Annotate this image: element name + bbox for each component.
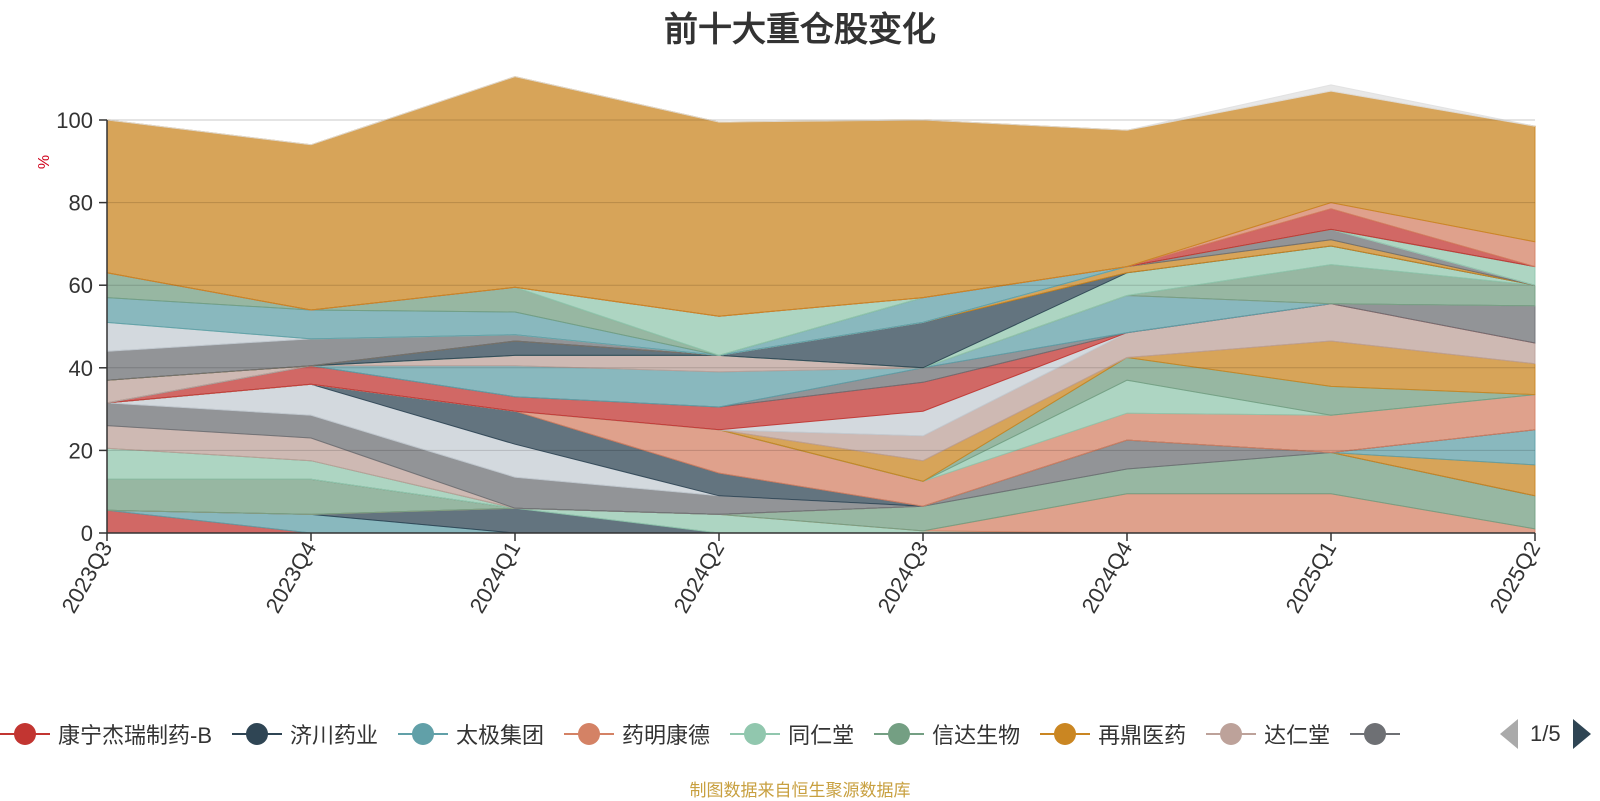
legend-marker-icon — [874, 722, 925, 746]
x-tick-label: 2024Q1 — [465, 537, 526, 617]
legend-item[interactable] — [1350, 722, 1408, 746]
legend-item[interactable]: 达仁堂 — [1206, 718, 1330, 750]
legend-marker-icon — [730, 722, 781, 746]
legend-item[interactable]: 康宁杰瑞制药-B — [0, 718, 212, 750]
x-tick-label: 2025Q2 — [1485, 537, 1546, 617]
legend-marker-icon — [232, 722, 283, 746]
x-tick-label: 2023Q3 — [57, 537, 118, 617]
x-tick-label: 2024Q2 — [669, 537, 730, 617]
legend-marker-icon — [0, 722, 50, 746]
stacked-area-chart: % 0 20 40 60 80 100 2023Q3 2023Q4 2024Q1 2024Q2 20… — [36, 76, 1546, 617]
y-tick-label: 40 — [69, 356, 93, 381]
legend-item[interactable]: 药明康德 — [564, 718, 710, 750]
legend-label: 康宁杰瑞制药-B — [58, 723, 213, 748]
x-tick-label: 2024Q3 — [873, 537, 934, 617]
x-tick-label: 2023Q4 — [261, 537, 322, 617]
y-tick-label: 0 — [81, 521, 93, 546]
legend: 康宁杰瑞制药-B 济川药业 太极集团 药明康德 同仁堂 信达生物 再鼎医药 达仁堂 — [0, 718, 1428, 750]
legend-marker-icon — [398, 722, 449, 746]
legend-marker-icon — [564, 722, 615, 746]
data-source-note: 制图数据来自恒生聚源数据库 — [689, 781, 911, 800]
pager-prev-arrow-icon[interactable] — [1500, 719, 1518, 749]
legend-marker-icon — [1040, 722, 1091, 746]
y-tick-label: 60 — [69, 273, 93, 298]
y-tick-label: 80 — [69, 191, 93, 216]
legend-pager: 1/5 — [1500, 719, 1591, 749]
pager-page-text: 1/5 — [1530, 721, 1561, 746]
legend-item[interactable]: 太极集团 — [398, 718, 544, 750]
y-tick-label: 100 — [56, 108, 93, 133]
legend-label: 济川药业 — [290, 723, 379, 748]
pager-next-arrow-icon[interactable] — [1572, 719, 1591, 749]
legend-item[interactable]: 济川药业 — [232, 718, 378, 750]
y-axis-unit: % — [36, 155, 53, 169]
legend-label: 达仁堂 — [1264, 723, 1331, 748]
area-series-38 — [106, 76, 1536, 146]
legend-label: 信达生物 — [932, 723, 1021, 748]
legend-marker-icon — [1350, 722, 1401, 746]
legend-item[interactable]: 信达生物 — [874, 718, 1020, 750]
legend-label: 药明康德 — [622, 723, 711, 748]
x-tick-label: 2024Q4 — [1077, 537, 1138, 617]
y-tick-label: 20 — [69, 438, 93, 463]
legend-marker-icon — [1206, 722, 1257, 746]
legend-label: 同仁堂 — [788, 723, 855, 748]
legend-label: 再鼎医药 — [1098, 723, 1187, 748]
legend-item[interactable]: 同仁堂 — [730, 718, 854, 750]
chart-title: 前十大重仓股变化 — [664, 11, 936, 49]
x-tick-label: 2025Q1 — [1281, 537, 1342, 617]
legend-item[interactable]: 再鼎医药 — [1040, 718, 1186, 750]
legend-label: 太极集团 — [456, 723, 545, 748]
